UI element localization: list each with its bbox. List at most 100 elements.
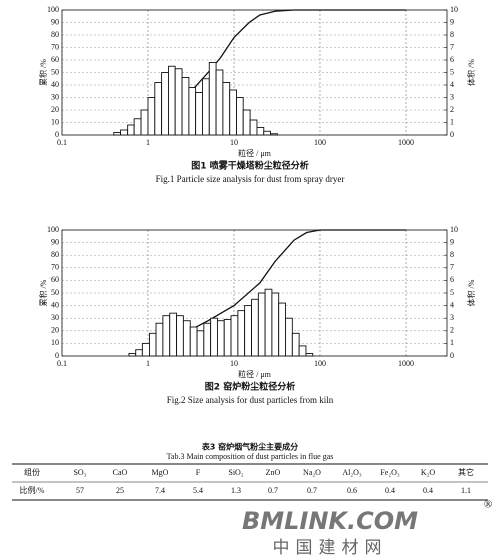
- table-cell: 0.7: [307, 486, 317, 495]
- y-tick-label: 50: [51, 288, 59, 297]
- histogram-bar: [249, 119, 258, 136]
- y2-tick-label: 2: [450, 105, 454, 114]
- table-cell: 25: [116, 486, 124, 495]
- histogram-bar: [162, 315, 171, 357]
- y-tick-label: 10: [51, 338, 59, 347]
- histogram-bar: [120, 129, 129, 136]
- histogram-bar: [149, 332, 157, 357]
- x-tick-label: 0.1: [57, 359, 67, 368]
- histogram-bar: [278, 302, 286, 357]
- table-cell: 0.6: [347, 486, 357, 495]
- y2-tick-label: 3: [450, 313, 454, 322]
- histogram-bar: [244, 305, 252, 357]
- table-header: F: [196, 468, 201, 477]
- y-tick-label: 100: [47, 225, 59, 234]
- histogram-bar: [210, 317, 218, 357]
- y2-tick-label: 5: [450, 288, 454, 297]
- histogram-bar: [223, 319, 232, 357]
- y2-tick-label: 1: [450, 338, 454, 347]
- table-title-en: Tab.3 Main composition of dust particles…: [167, 452, 334, 461]
- y2-tick-label: 6: [450, 55, 454, 64]
- histogram-bar: [195, 92, 203, 136]
- histogram-bar: [141, 342, 150, 357]
- histogram-bar: [161, 72, 169, 136]
- histogram-bar: [215, 69, 224, 136]
- histogram-bar: [285, 317, 293, 357]
- x-tick-label: 1: [146, 138, 150, 147]
- histogram-bar: [147, 97, 156, 136]
- y-tick-label: 40: [51, 300, 59, 309]
- y-tick-label: 60: [51, 275, 59, 284]
- histogram-bar: [168, 65, 176, 136]
- y-tick-label: 0: [55, 351, 59, 360]
- y-tick-label: 10: [51, 117, 59, 126]
- table-header: SiO₂: [228, 468, 243, 477]
- table-header: MgO: [152, 468, 169, 477]
- y-tick-label: 0: [55, 130, 59, 139]
- y-tick-label: 30: [51, 313, 59, 322]
- y2-tick-label: 8: [450, 30, 454, 39]
- table-cell: 1.3: [231, 486, 241, 495]
- watermark-mark: ®: [484, 499, 492, 511]
- histogram-bar: [229, 89, 237, 136]
- table-cell: 0.7: [268, 486, 278, 495]
- y2-tick-label: 7: [450, 263, 454, 272]
- y-tick-label: 90: [51, 17, 59, 26]
- histogram-bar: [236, 97, 244, 136]
- y2-tick-label: 9: [450, 237, 454, 246]
- histogram-bar: [216, 320, 225, 357]
- histogram-bar: [135, 349, 143, 357]
- x-tick-label: 100: [314, 359, 326, 368]
- y-axis-label: 累积 /%: [38, 59, 48, 86]
- y-tick-label: 20: [51, 326, 59, 335]
- histogram-bar: [182, 320, 191, 357]
- y2-tick-label: 5: [450, 67, 454, 76]
- x-tick-label: 0.1: [57, 138, 67, 147]
- histogram-bar: [189, 326, 198, 357]
- histogram-bar: [264, 288, 273, 357]
- x-tick-label: 10: [230, 138, 238, 147]
- table-cell: 5.4: [193, 486, 203, 495]
- watermark: BMLINK.COM: [242, 507, 418, 535]
- x-tick-label: 10: [230, 359, 238, 368]
- y2-tick-label: 2: [450, 326, 454, 335]
- y-tick-label: 90: [51, 237, 59, 246]
- table-cell: 7.4: [155, 486, 165, 495]
- y2-axis-label: 体积 /%: [466, 279, 476, 306]
- y2-tick-label: 1: [450, 117, 454, 126]
- histogram-bar: [154, 82, 163, 136]
- histogram-bar: [155, 322, 164, 357]
- y2-tick-label: 0: [450, 130, 454, 139]
- table-header: SO₃: [73, 468, 86, 477]
- histogram-bar: [113, 132, 122, 136]
- histogram-bar: [263, 130, 271, 136]
- y-tick-label: 60: [51, 55, 59, 64]
- table-header: 其它: [458, 467, 474, 477]
- histogram-bar: [133, 118, 142, 136]
- histogram-bar: [140, 109, 149, 136]
- x-tick-label: 1000: [398, 138, 414, 147]
- histogram-bar: [222, 82, 231, 136]
- y-tick-label: 70: [51, 42, 59, 51]
- histogram-bar: [196, 330, 205, 357]
- histogram-bar: [257, 292, 266, 357]
- y2-tick-label: 3: [450, 92, 454, 101]
- y-tick-label: 50: [51, 67, 59, 76]
- x-tick-label: 1: [146, 359, 150, 368]
- y2-tick-label: 0: [450, 351, 454, 360]
- y2-tick-label: 9: [450, 17, 454, 26]
- table-cell: 比例/%: [20, 485, 45, 495]
- watermark-subtitle: 中国建材网: [273, 538, 388, 558]
- histogram-bar: [251, 298, 259, 357]
- x-tick-label: 100: [314, 138, 326, 147]
- x-tick-label: 1000: [398, 359, 414, 368]
- histogram-bar: [203, 322, 212, 357]
- histogram-bar: [181, 77, 190, 136]
- table-title: 表3 窑炉烟气粉尘主要成分: [201, 442, 298, 452]
- y-tick-label: 40: [51, 80, 59, 89]
- y2-tick-label: 4: [450, 300, 454, 309]
- histogram-bar: [298, 345, 307, 357]
- histogram-bar: [270, 133, 278, 136]
- table-header: 组份: [24, 467, 40, 477]
